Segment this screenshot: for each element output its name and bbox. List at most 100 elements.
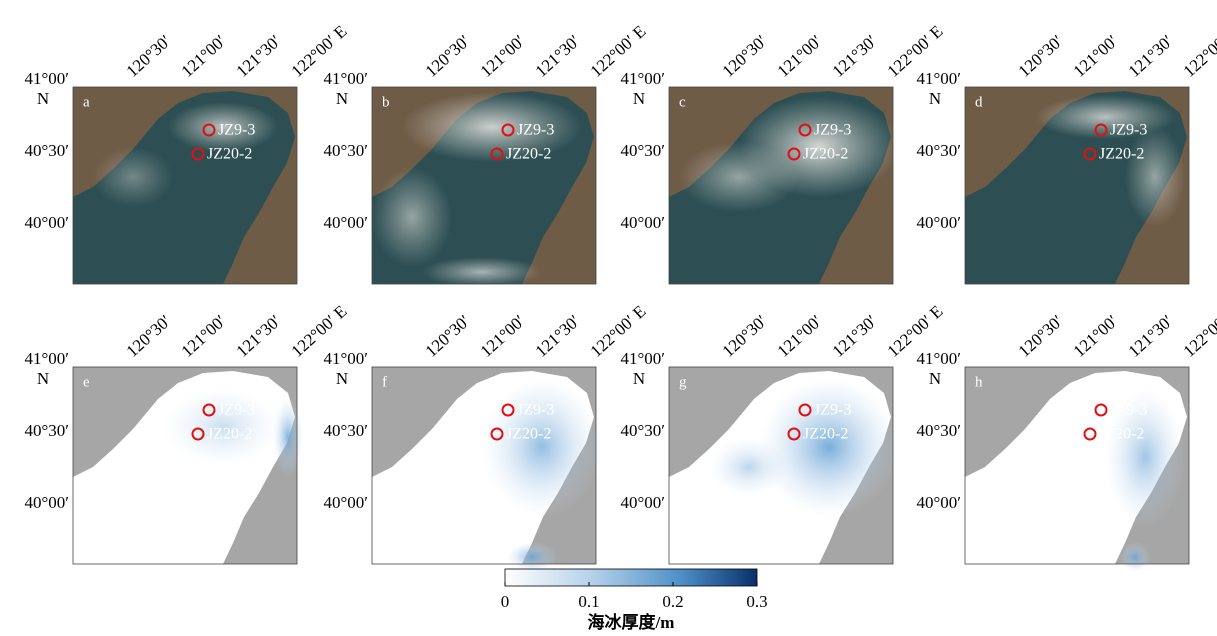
station-label: JZ20-2 xyxy=(506,146,551,163)
lat-label: 40°30′ xyxy=(323,421,368,440)
lon-label: 121°00′ xyxy=(1070,311,1122,361)
station-label: JZ20-2 xyxy=(1099,146,1144,163)
station-label: JZ20-2 xyxy=(803,146,848,163)
lat-label: 41°00′ xyxy=(620,349,665,368)
lat-label: 41°00′ xyxy=(24,349,69,368)
lon-label: 121°00′ xyxy=(477,311,529,361)
colorbar-tick-label: 0.3 xyxy=(746,592,767,611)
panel-label: a xyxy=(83,94,90,110)
lon-label: 121°30′ xyxy=(829,311,881,361)
lon-label: 121°30′ xyxy=(532,311,584,361)
lon-label: 120°30′ xyxy=(422,31,474,81)
station-label: JZ9-3 xyxy=(1110,402,1147,419)
lon-label: 121°30′ xyxy=(1125,311,1177,361)
panel-label: e xyxy=(83,374,90,390)
lat-hemisphere: N xyxy=(336,89,348,108)
lat-label: 40°30′ xyxy=(323,141,368,160)
station-label: JZ20-2 xyxy=(1099,426,1144,443)
sea-ice xyxy=(93,147,173,207)
lat-label: 40°00′ xyxy=(323,213,368,232)
ice-thickness xyxy=(482,377,602,517)
lat-hemisphere: N xyxy=(37,89,49,108)
map-panel: b JZ9-3 JZ20-2 xyxy=(372,87,596,287)
lat-hemisphere: N xyxy=(929,369,941,388)
lat-label: 40°00′ xyxy=(323,493,368,512)
station-label: JZ20-2 xyxy=(506,426,551,443)
sea-ice xyxy=(422,257,542,287)
lon-label: 121°30′ xyxy=(233,31,285,81)
panel-label: f xyxy=(382,374,387,390)
station-label: JZ9-3 xyxy=(517,402,554,419)
lon-label: 121°00′ xyxy=(1070,31,1122,81)
map-panel: a JZ9-3 JZ20-2 xyxy=(73,87,297,284)
ice-thickness xyxy=(709,437,789,497)
lon-label: 120°30′ xyxy=(422,311,474,361)
map-panel: c JZ9-3 JZ20-2 xyxy=(669,87,899,284)
lon-label: 120°30′ xyxy=(719,31,771,81)
station-label: JZ9-3 xyxy=(814,402,851,419)
lat-hemisphere: N xyxy=(929,89,941,108)
panel-label: d xyxy=(975,94,983,110)
panel-label: g xyxy=(679,374,687,390)
lat-hemisphere: N xyxy=(37,369,49,388)
lat-label: 40°00′ xyxy=(916,493,961,512)
sea-ice xyxy=(1125,127,1185,227)
lon-label: 121°00′ xyxy=(178,31,230,81)
lon-label: 120°30′ xyxy=(123,31,175,81)
figure: aJZ9-3JZ20-2120°30′121°00′121°30′122°00′… xyxy=(0,0,1217,636)
lat-label: 41°00′ xyxy=(916,69,961,88)
lat-label: 41°00′ xyxy=(24,69,69,88)
ice-thickness xyxy=(1120,542,1150,572)
lon-label: 120°30′ xyxy=(1015,311,1067,361)
station-label: JZ9-3 xyxy=(517,122,554,139)
station-label: JZ20-2 xyxy=(207,146,252,163)
panel-label: c xyxy=(679,94,686,110)
lon-label: 121°00′ xyxy=(178,311,230,361)
lon-label: 121°30′ xyxy=(233,311,285,361)
lat-label: 40°30′ xyxy=(916,141,961,160)
lat-label: 40°30′ xyxy=(620,421,665,440)
sea-ice xyxy=(372,167,452,267)
lat-label: 41°00′ xyxy=(620,69,665,88)
lon-label: 121°00′ xyxy=(477,31,529,81)
ice-thickness xyxy=(759,377,899,517)
panel-label: h xyxy=(975,374,983,390)
lat-label: 40°00′ xyxy=(24,213,69,232)
colorbar-tick-label: 0.2 xyxy=(662,592,683,611)
panel-label: b xyxy=(382,94,390,110)
lat-hemisphere: N xyxy=(336,369,348,388)
lon-label: 120°30′ xyxy=(123,311,175,361)
lat-label: 41°00′ xyxy=(323,349,368,368)
map-panel: d JZ9-3 JZ20-2 xyxy=(965,87,1189,284)
sea-ice xyxy=(679,142,799,212)
station-label: JZ9-3 xyxy=(218,122,255,139)
lat-label: 40°30′ xyxy=(24,141,69,160)
station-label: JZ20-2 xyxy=(803,426,848,443)
lon-label: 120°30′ xyxy=(1015,31,1067,81)
station-label: JZ20-2 xyxy=(207,426,252,443)
lat-hemisphere: N xyxy=(633,369,645,388)
lon-label: 121°00′ xyxy=(774,311,826,361)
station-label: JZ9-3 xyxy=(814,122,851,139)
lon-label: 122°00′ E xyxy=(1180,21,1217,80)
lat-label: 40°30′ xyxy=(24,421,69,440)
lon-label: 120°30′ xyxy=(719,311,771,361)
ice-thickness xyxy=(507,542,557,572)
lat-label: 40°30′ xyxy=(620,141,665,160)
colorbar-tick-label: 0 xyxy=(501,592,510,611)
station-label: JZ9-3 xyxy=(1110,122,1147,139)
station-label: JZ9-3 xyxy=(218,402,255,419)
colorbar-label: 海冰厚度/m xyxy=(588,612,675,632)
lat-label: 41°00′ xyxy=(323,69,368,88)
colorbar-tick-label: 0.1 xyxy=(578,592,599,611)
map-panel: h JZ9-3 JZ20-2 xyxy=(965,367,1189,572)
map-panel: e JZ9-3 JZ20-2 xyxy=(73,367,303,564)
lon-label: 121°00′ xyxy=(774,31,826,81)
lat-label: 40°00′ xyxy=(620,493,665,512)
lat-label: 40°00′ xyxy=(620,213,665,232)
lat-label: 41°00′ xyxy=(916,349,961,368)
lat-label: 40°00′ xyxy=(24,493,69,512)
lon-label: 122°00′ E xyxy=(1180,301,1217,360)
lat-label: 40°00′ xyxy=(916,213,961,232)
lon-label: 121°30′ xyxy=(532,31,584,81)
